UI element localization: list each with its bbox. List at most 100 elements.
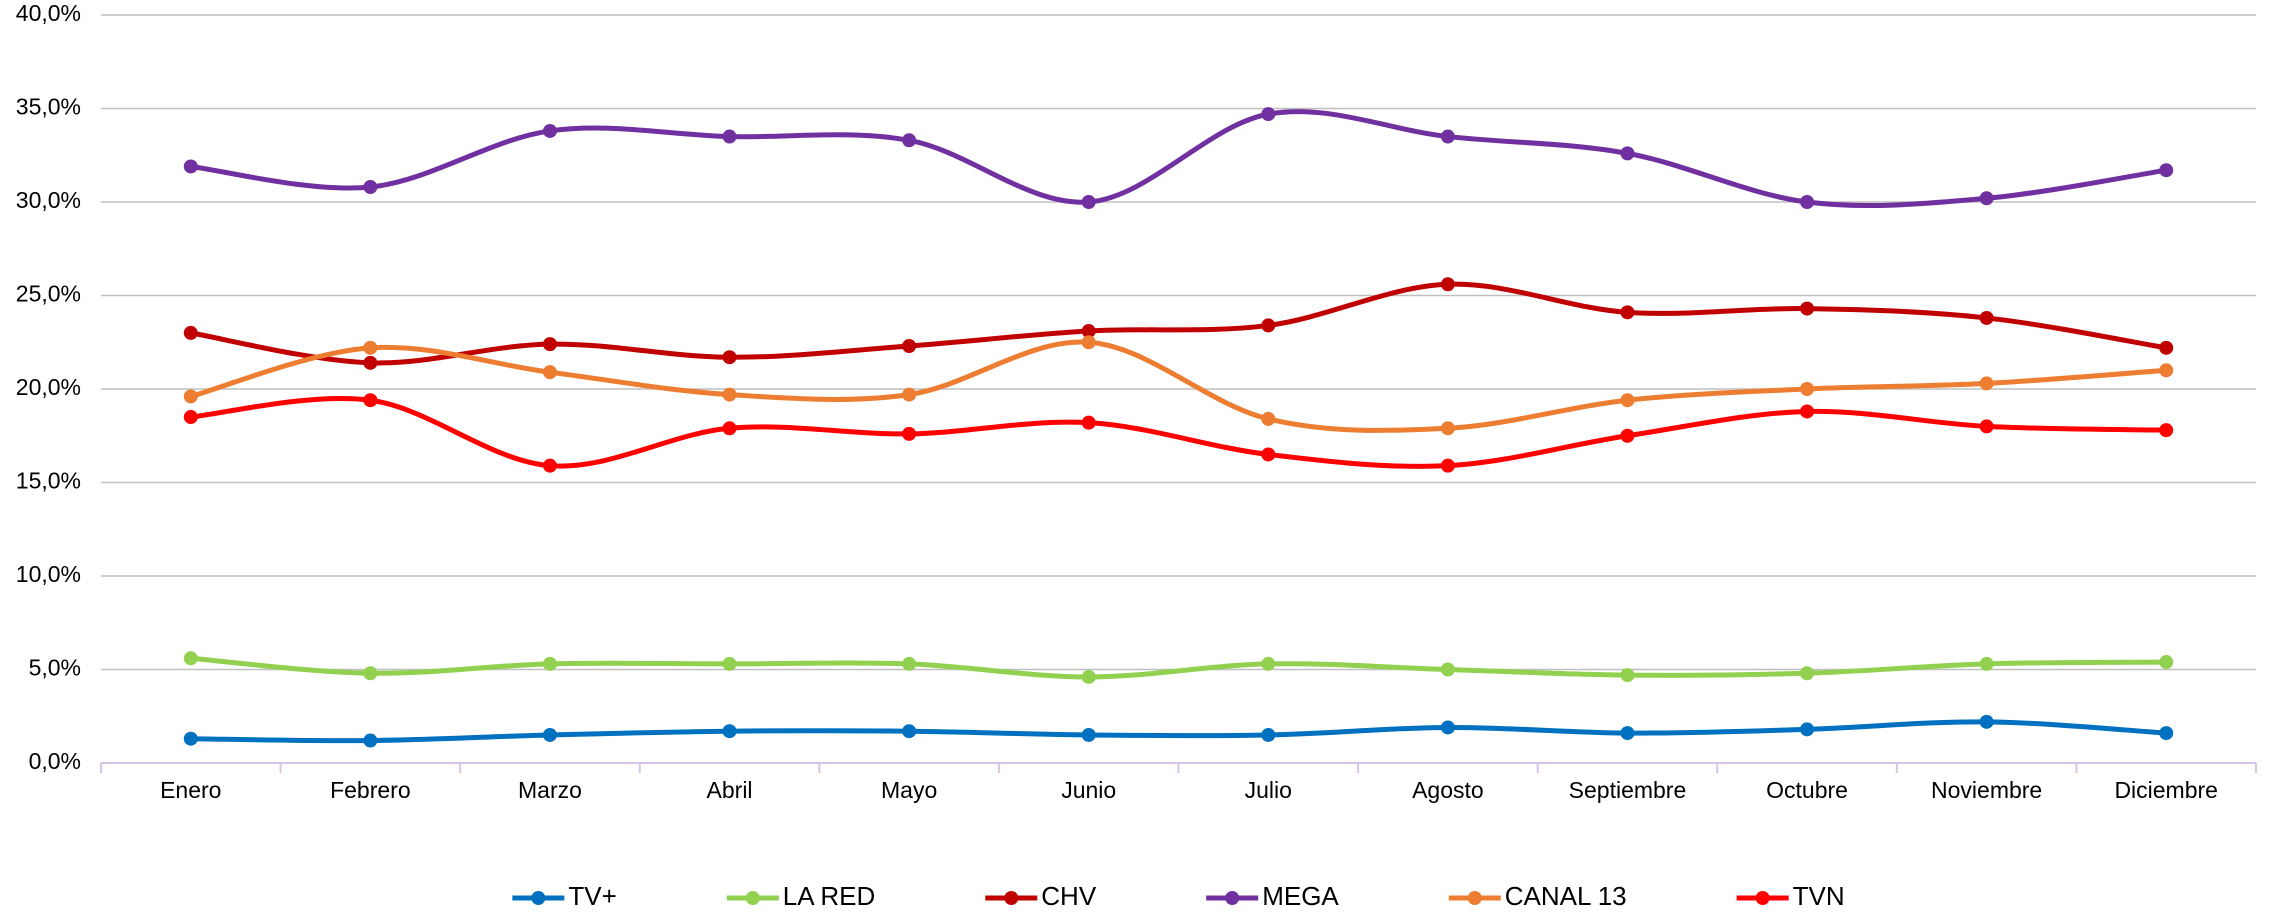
series-marker: [2159, 726, 2174, 741]
series-marker: [542, 337, 557, 352]
series-marker: [1081, 324, 1096, 339]
series-marker: [1979, 714, 1994, 729]
x-tick-label: Abril: [707, 777, 753, 803]
series-marker: [1440, 720, 1455, 735]
series-marker: [1800, 382, 1815, 396]
y-tick-label: 5,0%: [29, 655, 81, 681]
series-marker: [363, 340, 378, 355]
series-marker: [1440, 277, 1455, 292]
series-marker: [2159, 423, 2174, 438]
series-line: [188, 109, 2169, 209]
x-tick-label: Octubre: [1766, 777, 1848, 803]
series-marker: [1620, 726, 1635, 741]
series-marker: [902, 387, 917, 402]
series-marker: [902, 426, 917, 441]
series-marker: [1979, 656, 1994, 671]
legend-marker: [745, 891, 760, 905]
series-marker: [1261, 447, 1276, 462]
series-marker: [183, 410, 198, 425]
legend-item: TV+: [512, 881, 617, 911]
y-tick-label: 10,0%: [16, 561, 81, 587]
series-marker: [363, 355, 378, 370]
legend-marker: [1004, 891, 1019, 905]
series-marker: [183, 325, 198, 340]
series-marker: [722, 724, 737, 739]
series-marker: [1261, 318, 1276, 333]
y-tick-label: 30,0%: [16, 187, 81, 213]
series-marker: [183, 651, 198, 666]
series-marker: [902, 724, 917, 739]
series-marker: [1800, 666, 1815, 681]
legend: TV+ LA RED CHV MEGA CANAL 13 TVN: [512, 881, 1845, 911]
series-marker: [1261, 107, 1276, 122]
legend-marker: [1755, 891, 1770, 905]
series-marker: [722, 656, 737, 671]
series-marker: [722, 129, 737, 144]
y-tick-label: 0,0%: [29, 748, 81, 774]
series-marker: [1440, 458, 1455, 473]
series-marker: [1979, 376, 1994, 391]
y-tick-label: 15,0%: [16, 468, 81, 494]
series-marker: [2159, 655, 2174, 670]
series-marker: [542, 365, 557, 380]
series-marker: [1979, 419, 1994, 434]
series-marker: [542, 123, 557, 138]
series-marker: [183, 389, 198, 404]
legend-marker: [1225, 891, 1240, 905]
legend-text: TVN: [1793, 881, 1845, 911]
series-marker: [1800, 301, 1815, 316]
series-marker: [2159, 163, 2174, 178]
series-marker: [1979, 191, 1994, 206]
series-line: [188, 395, 2169, 469]
series-marker: [1261, 411, 1276, 426]
series-marker: [1261, 656, 1276, 671]
series-marker: [183, 731, 198, 746]
series-marker: [1620, 305, 1635, 320]
series-marker: [1440, 662, 1455, 677]
series-marker: [363, 393, 378, 408]
series-line: [188, 339, 2169, 433]
x-tick-label: Febrero: [330, 777, 411, 803]
series-marker: [1620, 146, 1635, 161]
series-marker: [542, 656, 557, 671]
series-marker: [722, 387, 737, 402]
series-line: [188, 655, 2169, 680]
series-marker: [722, 421, 737, 436]
series-marker: [1800, 404, 1815, 419]
x-tick-label: Enero: [160, 777, 221, 803]
series-marker: [902, 338, 917, 353]
y-tick-label: 25,0%: [16, 281, 81, 307]
series-marker: [1800, 722, 1815, 737]
x-tick-label: Junio: [1061, 777, 1116, 803]
legend-item: MEGA: [1206, 881, 1339, 911]
series-marker: [542, 727, 557, 742]
series-marker: [722, 350, 737, 365]
series-marker: [902, 656, 917, 671]
series-marker: [183, 159, 198, 174]
series-marker: [1620, 428, 1635, 443]
y-tick-label: 35,0%: [16, 94, 81, 120]
series-marker: [1979, 310, 1994, 325]
y-tick-label: 40,0%: [16, 0, 81, 26]
x-tick-label: Noviembre: [1931, 777, 2042, 803]
legend-text: TV+: [568, 881, 616, 911]
series-marker: [1620, 668, 1635, 683]
series-marker: [2159, 363, 2174, 378]
x-tick-label: Septiembre: [1569, 777, 1687, 803]
series-marker: [1440, 129, 1455, 144]
series-marker: [1081, 669, 1096, 684]
legend-item: LA RED: [726, 881, 876, 911]
series-marker: [1440, 421, 1455, 436]
series-marker: [363, 666, 378, 681]
legend-text: CANAL 13: [1505, 881, 1627, 911]
series-marker: [2159, 340, 2174, 355]
x-tick-label: Julio: [1245, 777, 1292, 803]
x-tick-label: Mayo: [881, 777, 937, 803]
legend-marker: [531, 891, 546, 905]
series-marker: [902, 133, 917, 148]
legend-text: LA RED: [783, 881, 876, 911]
series-marker: [363, 180, 378, 195]
series-marker: [1081, 415, 1096, 430]
legend-item: CHV: [985, 881, 1097, 911]
legend-item: TVN: [1736, 881, 1845, 911]
